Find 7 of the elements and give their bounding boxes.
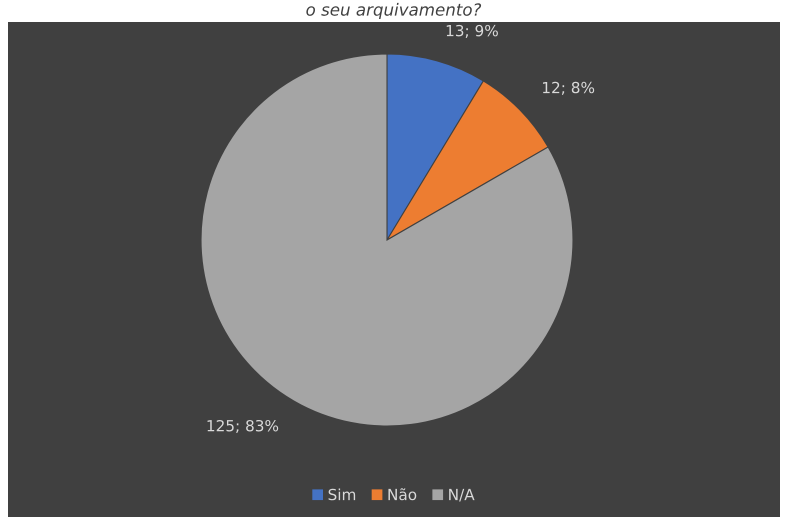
chart-title: o seu arquivamento?	[306, 2, 482, 20]
legend-label: Sim	[328, 488, 356, 500]
data-label: 13; 9%	[446, 24, 498, 38]
data-label: 12; 8%	[543, 82, 594, 95]
legend-label: N/A	[449, 488, 475, 502]
legend-label: Não	[388, 488, 416, 500]
data-label: 125; 83%	[208, 420, 278, 434]
